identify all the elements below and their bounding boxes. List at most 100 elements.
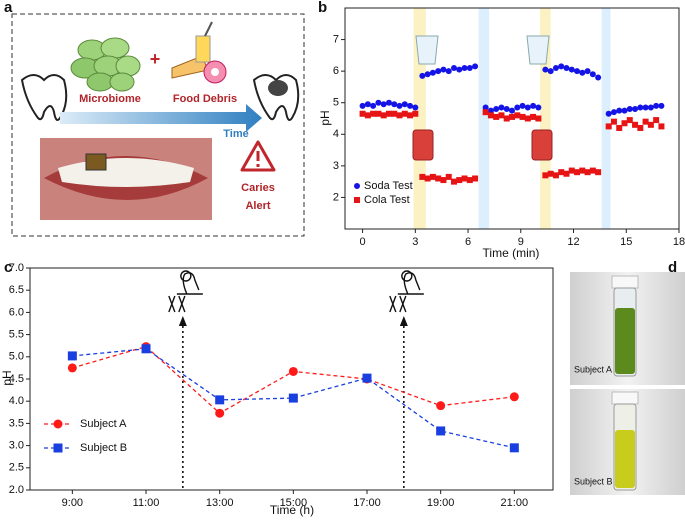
legend-label: Subject B: [80, 442, 127, 454]
marker: [605, 123, 612, 130]
marker: [401, 110, 408, 117]
marker: [568, 167, 575, 174]
marker: [419, 173, 426, 180]
marker: [579, 167, 586, 174]
legend-marker: [354, 197, 360, 203]
marker: [445, 68, 452, 75]
alert-icon: [240, 140, 276, 172]
marker: [542, 172, 549, 179]
marker: [429, 69, 436, 76]
shaded-region: [601, 8, 611, 229]
shaded-region: [540, 8, 551, 229]
marker: [568, 66, 575, 73]
marker: [493, 113, 500, 120]
marker: [482, 109, 489, 116]
marker: [626, 117, 633, 124]
marker: [396, 112, 403, 119]
marker: [524, 115, 531, 122]
marker: [401, 101, 408, 108]
marker: [547, 68, 554, 75]
can-icon: [412, 129, 434, 161]
panel-a: a + Microbiome Food Debris Time Cari: [4, 0, 305, 237]
marker: [632, 121, 639, 128]
eating-icon-head: [180, 270, 192, 282]
x-axis-label: Time (min): [483, 246, 540, 260]
marker: [653, 102, 660, 109]
marker: [503, 115, 510, 122]
marker: [589, 71, 596, 78]
marker: [362, 373, 372, 383]
marker: [616, 107, 623, 114]
microbiome-icon: [70, 37, 141, 92]
marker: [574, 68, 581, 75]
marker: [396, 102, 403, 109]
y-tick-label: 4.5: [9, 373, 24, 385]
chart-b: 0 3 6 9 12 15 18 2 3 4 5 6 7 Time (min) pH b Soda Test Co…: [318, 0, 685, 260]
marker: [514, 112, 521, 119]
marker: [610, 118, 617, 125]
marker: [658, 102, 665, 109]
marker: [503, 106, 510, 113]
marker: [67, 351, 77, 361]
marker: [487, 112, 494, 119]
marker: [436, 401, 446, 411]
marker: [509, 107, 515, 114]
y-tick-label: 7: [333, 33, 339, 45]
marker: [456, 177, 463, 184]
marker: [407, 112, 414, 119]
marker: [519, 102, 526, 109]
panel-frame: [11, 13, 305, 237]
y-tick-label: 2: [333, 191, 339, 203]
marker: [288, 366, 298, 376]
y-tick-label: 5.0: [9, 351, 24, 363]
plot-frame: [29, 267, 554, 491]
x-tick-label: 21:00: [501, 497, 529, 509]
marker: [412, 110, 419, 117]
x-tick-label: 15: [620, 236, 632, 248]
meal-arrowhead: [399, 316, 408, 326]
marker: [424, 175, 431, 182]
y-tick-label: 7.0: [9, 262, 24, 274]
x-tick-label: 6: [465, 236, 471, 248]
eating-icon: [389, 272, 424, 313]
marker: [658, 123, 665, 130]
chart-c: 9:00 11:00 13:00 15:00 17:00 19:00 21:00 2.0 2.5…: [0, 259, 554, 517]
marker: [370, 110, 377, 117]
marker: [637, 104, 644, 111]
panel-label: a: [4, 0, 13, 16]
label-food: Food Debris: [173, 93, 237, 105]
panel-label: c: [4, 259, 12, 276]
x-tick-label: 18: [673, 236, 685, 248]
x-tick-label: 11:00: [133, 497, 160, 509]
marker: [364, 112, 371, 119]
y-tick-label: 4: [333, 128, 339, 140]
marker: [440, 66, 447, 73]
x-tick-label: 19:00: [427, 497, 455, 509]
marker: [595, 169, 602, 176]
marker: [584, 169, 591, 176]
panel-label: d: [668, 259, 677, 276]
marker: [375, 110, 382, 117]
marker: [215, 395, 225, 405]
marker: [524, 104, 531, 111]
marker: [436, 426, 446, 436]
marker: [542, 66, 549, 73]
marker: [435, 68, 442, 75]
marker: [412, 104, 419, 111]
x-tick-label: 9: [518, 236, 524, 248]
marker: [558, 63, 565, 70]
marker: [642, 118, 649, 125]
marker: [563, 64, 570, 71]
marker: [359, 102, 366, 109]
x-tick-label: 15:00: [280, 497, 308, 509]
marker: [472, 175, 479, 182]
y-tick-label: 5: [333, 97, 339, 109]
marker: [498, 112, 505, 119]
marker: [391, 110, 398, 117]
marker: [391, 101, 398, 108]
panel-d: d Subject A Subject B: [570, 259, 685, 495]
marker: [621, 120, 628, 127]
marker: [450, 64, 457, 71]
marker: [530, 102, 537, 109]
marker: [632, 106, 639, 113]
